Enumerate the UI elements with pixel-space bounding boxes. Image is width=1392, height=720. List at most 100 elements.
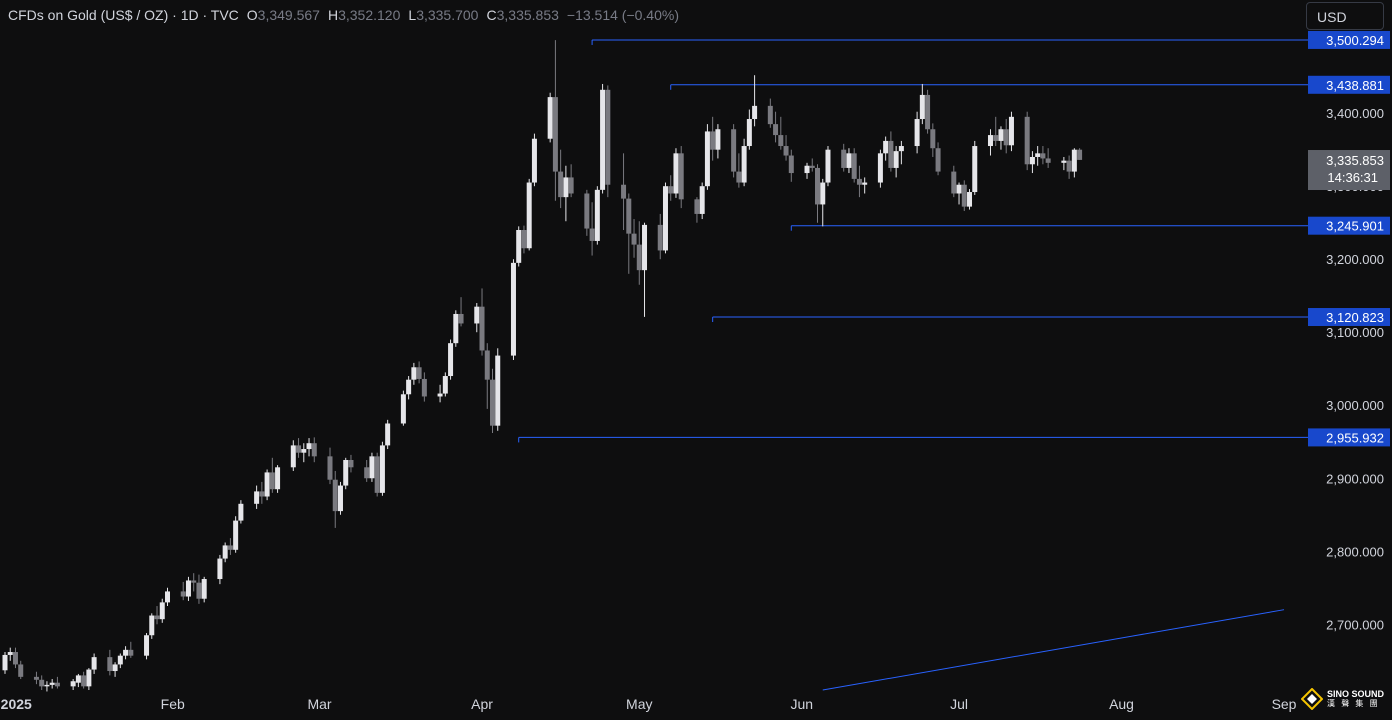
- candle-body: [238, 503, 244, 521]
- candle: [804, 162, 810, 179]
- candle: [967, 189, 973, 210]
- candle: [736, 153, 742, 188]
- candle-body: [343, 460, 349, 486]
- candle-body: [767, 105, 773, 125]
- candle: [563, 165, 569, 222]
- candle: [385, 419, 391, 450]
- candle: [516, 226, 522, 267]
- level-label: 3,500.294: [1326, 33, 1384, 48]
- candle-body: [107, 657, 113, 672]
- candle: [783, 135, 789, 161]
- candle: [490, 368, 495, 433]
- candle: [196, 574, 202, 604]
- candle-body: [584, 193, 590, 229]
- trendline-segment: [822, 609, 1285, 691]
- candle: [621, 153, 627, 230]
- trendline: [822, 609, 1285, 691]
- candle: [951, 165, 957, 198]
- candle-body: [1077, 149, 1083, 160]
- candle: [809, 158, 815, 172]
- time-axis-label: Sep: [1272, 696, 1297, 712]
- candle: [704, 124, 710, 190]
- candle-body: [846, 153, 852, 168]
- candle-body: [987, 135, 993, 147]
- candle-body: [967, 192, 973, 207]
- candle-body: [1035, 153, 1041, 157]
- candle-body: [364, 467, 370, 479]
- price-tick-label: 3,000.000: [1326, 398, 1384, 413]
- candle-body: [154, 615, 160, 620]
- candle: [70, 679, 76, 690]
- candle: [600, 83, 606, 194]
- candle: [474, 303, 480, 333]
- candle: [731, 124, 737, 178]
- candle: [1071, 148, 1077, 178]
- candle: [411, 362, 417, 385]
- candle: [888, 131, 894, 172]
- high-value: 3,352.120: [338, 7, 401, 23]
- candle: [379, 441, 385, 496]
- level-label: 3,438.881: [1326, 78, 1384, 93]
- candle: [479, 288, 485, 356]
- candle-body: [521, 230, 527, 249]
- level-label: 3,120.823: [1326, 310, 1384, 325]
- candle: [715, 124, 721, 159]
- symbol-title: CFDs on Gold (US$ / OZ) · 1D · TVC: [8, 7, 239, 23]
- candle-body: [636, 244, 642, 271]
- candle: [269, 457, 275, 493]
- candle-body: [374, 456, 380, 493]
- candle: [773, 111, 779, 143]
- candle-body: [699, 186, 705, 214]
- candle: [406, 376, 412, 400]
- candle-body: [710, 131, 716, 150]
- candle-body: [332, 479, 338, 512]
- candle-body: [222, 545, 228, 559]
- candle-body: [820, 182, 826, 205]
- last-price-box: [1308, 150, 1390, 191]
- candle-body: [149, 615, 155, 636]
- candle-body: [39, 679, 45, 687]
- candle-body: [972, 146, 978, 193]
- candle-body: [678, 153, 684, 200]
- level-labels: 3,500.294 3,438.881 3,245.901 3,120.823 2,95…: [1308, 30, 1390, 447]
- candle: [668, 175, 674, 201]
- candle: [185, 576, 191, 601]
- candle: [18, 660, 24, 680]
- candle: [117, 653, 123, 669]
- candle: [972, 140, 978, 195]
- level-label-box: [1308, 308, 1390, 327]
- candle-body: [1061, 160, 1067, 163]
- candle-body: [233, 520, 239, 550]
- candle-body: [128, 649, 134, 656]
- candle: [112, 662, 118, 677]
- candle: [935, 142, 941, 176]
- candle: [815, 164, 820, 223]
- candle: [495, 348, 501, 431]
- candle-body: [673, 153, 679, 194]
- candle: [778, 116, 784, 150]
- candle: [993, 116, 999, 147]
- candle: [526, 178, 532, 251]
- candle-body: [484, 350, 490, 380]
- candle: [75, 673, 81, 688]
- candle: [2, 652, 8, 674]
- candle-body: [1024, 116, 1030, 165]
- candlesticks: [2, 40, 1083, 692]
- candle: [275, 465, 281, 493]
- candle: [1024, 111, 1030, 171]
- candle: [327, 447, 333, 485]
- brand-logo: SINO SOUND 漢 聲 集 團: [1300, 688, 1384, 710]
- candle-body: [421, 378, 427, 397]
- candle: [259, 481, 265, 504]
- candle: [746, 109, 752, 150]
- candle: [531, 133, 537, 187]
- time-axis-label: Apr: [471, 696, 493, 712]
- candle: [180, 581, 186, 601]
- currency-button[interactable]: USD: [1306, 2, 1384, 30]
- candle: [788, 149, 794, 182]
- candle-body: [657, 224, 663, 251]
- candle: [154, 606, 160, 625]
- candle-body: [416, 367, 422, 379]
- candle: [1040, 146, 1046, 165]
